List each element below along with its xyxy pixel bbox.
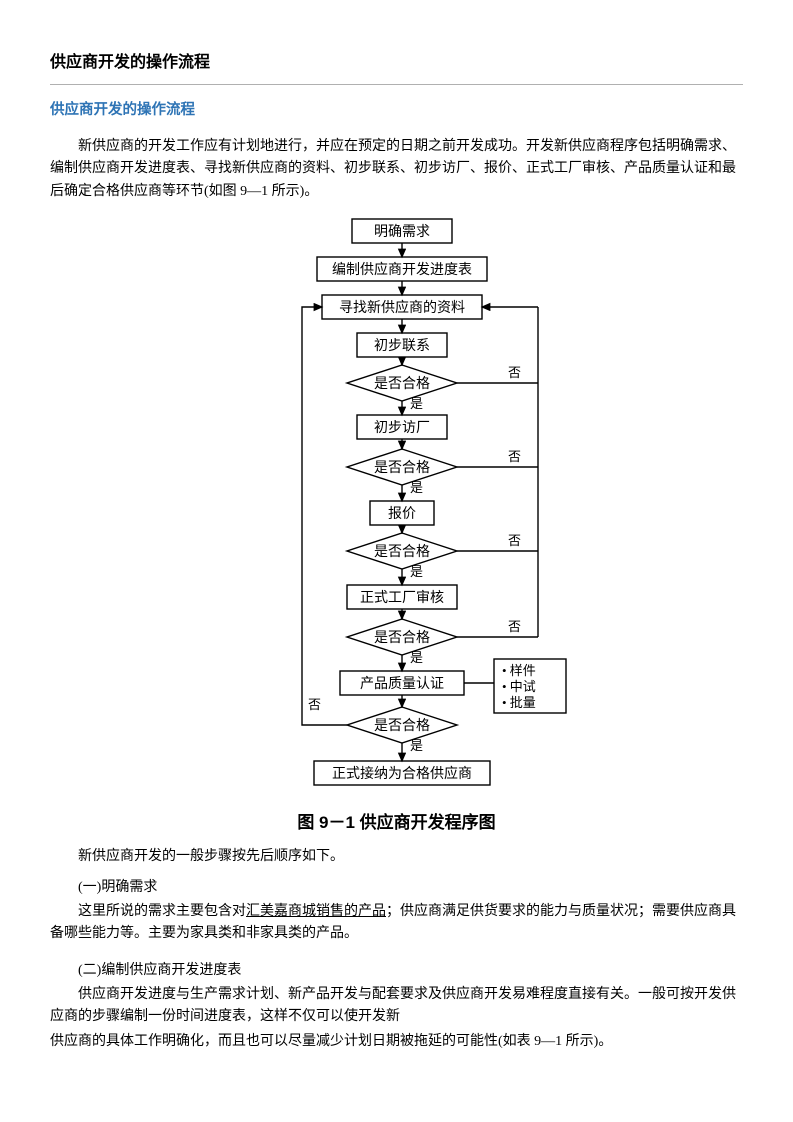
svg-text:是: 是 [410, 564, 423, 579]
svg-text:寻找新供应商的资料: 寻找新供应商的资料 [339, 299, 465, 316]
p1-prefix: 这里所说的需求主要包含对 [78, 904, 246, 919]
intro-paragraph: 新供应商的开发工作应有计划地进行，并应在预定的日期之前开发成功。开发新供应商程序… [50, 136, 743, 203]
svg-text:报价: 报价 [388, 506, 416, 522]
svg-text:是否合格: 是否合格 [374, 630, 430, 646]
section-1-heading: (一)明确需求 [50, 877, 743, 899]
section-2-heading: (二)编制供应商开发进度表 [50, 960, 743, 982]
svg-text:编制供应商开发进度表: 编制供应商开发进度表 [332, 261, 472, 278]
svg-text:• 样件: • 样件 [502, 663, 536, 678]
svg-text:初步联系: 初步联系 [374, 337, 430, 354]
svg-text:是: 是 [410, 738, 423, 753]
svg-text:是: 是 [410, 396, 423, 411]
section-2-para-b: 供应商的具体工作明确化，而且也可以尽量减少计划日期被拖延的可能性(如表 9—1 … [50, 1031, 743, 1053]
svg-text:是否合格: 是否合格 [374, 460, 430, 476]
p1-underlined: 汇美嘉商城销售的产品 [246, 904, 386, 919]
figure-caption: 图 9－1 供应商开发程序图 [50, 809, 743, 836]
flowchart-container: 明确需求编制供应商开发进度表寻找新供应商的资料初步联系是否合格初步访厂是否合格报… [212, 215, 582, 805]
page-title: 供应商开发的操作流程 [50, 50, 743, 76]
svg-text:正式接纳为合格供应商: 正式接纳为合格供应商 [332, 765, 472, 782]
svg-text:明确需求: 明确需求 [374, 224, 430, 240]
svg-text:• 中试: • 中试 [502, 679, 536, 694]
title-divider [50, 84, 743, 85]
sub-title: 供应商开发的操作流程 [50, 99, 743, 122]
svg-text:是: 是 [410, 480, 423, 495]
svg-text:否: 否 [308, 697, 321, 712]
svg-text:是否合格: 是否合格 [374, 544, 430, 560]
flowchart-svg: 明确需求编制供应商开发进度表寻找新供应商的资料初步联系是否合格初步访厂是否合格报… [212, 215, 582, 805]
svg-text:是: 是 [410, 650, 423, 665]
svg-text:是否合格: 是否合格 [374, 718, 430, 734]
section-1-para: 这里所说的需求主要包含对汇美嘉商城销售的产品；供应商满足供货要求的能力与质量状况… [50, 901, 743, 946]
svg-text:• 批量: • 批量 [502, 695, 536, 710]
p-after-fig: 新供应商开发的一般步骤按先后顺序如下。 [50, 846, 743, 868]
svg-text:否: 否 [508, 449, 521, 464]
svg-text:是否合格: 是否合格 [374, 376, 430, 392]
svg-text:否: 否 [508, 365, 521, 380]
svg-text:否: 否 [508, 533, 521, 548]
svg-text:初步访厂: 初步访厂 [374, 419, 430, 436]
section-2-para-a: 供应商开发进度与生产需求计划、新产品开发与配套要求及供应商开发易难程度直接有关。… [50, 984, 743, 1029]
svg-text:否: 否 [508, 619, 521, 634]
svg-text:正式工厂审核: 正式工厂审核 [360, 590, 444, 606]
svg-text:产品质量认证: 产品质量认证 [360, 676, 444, 692]
